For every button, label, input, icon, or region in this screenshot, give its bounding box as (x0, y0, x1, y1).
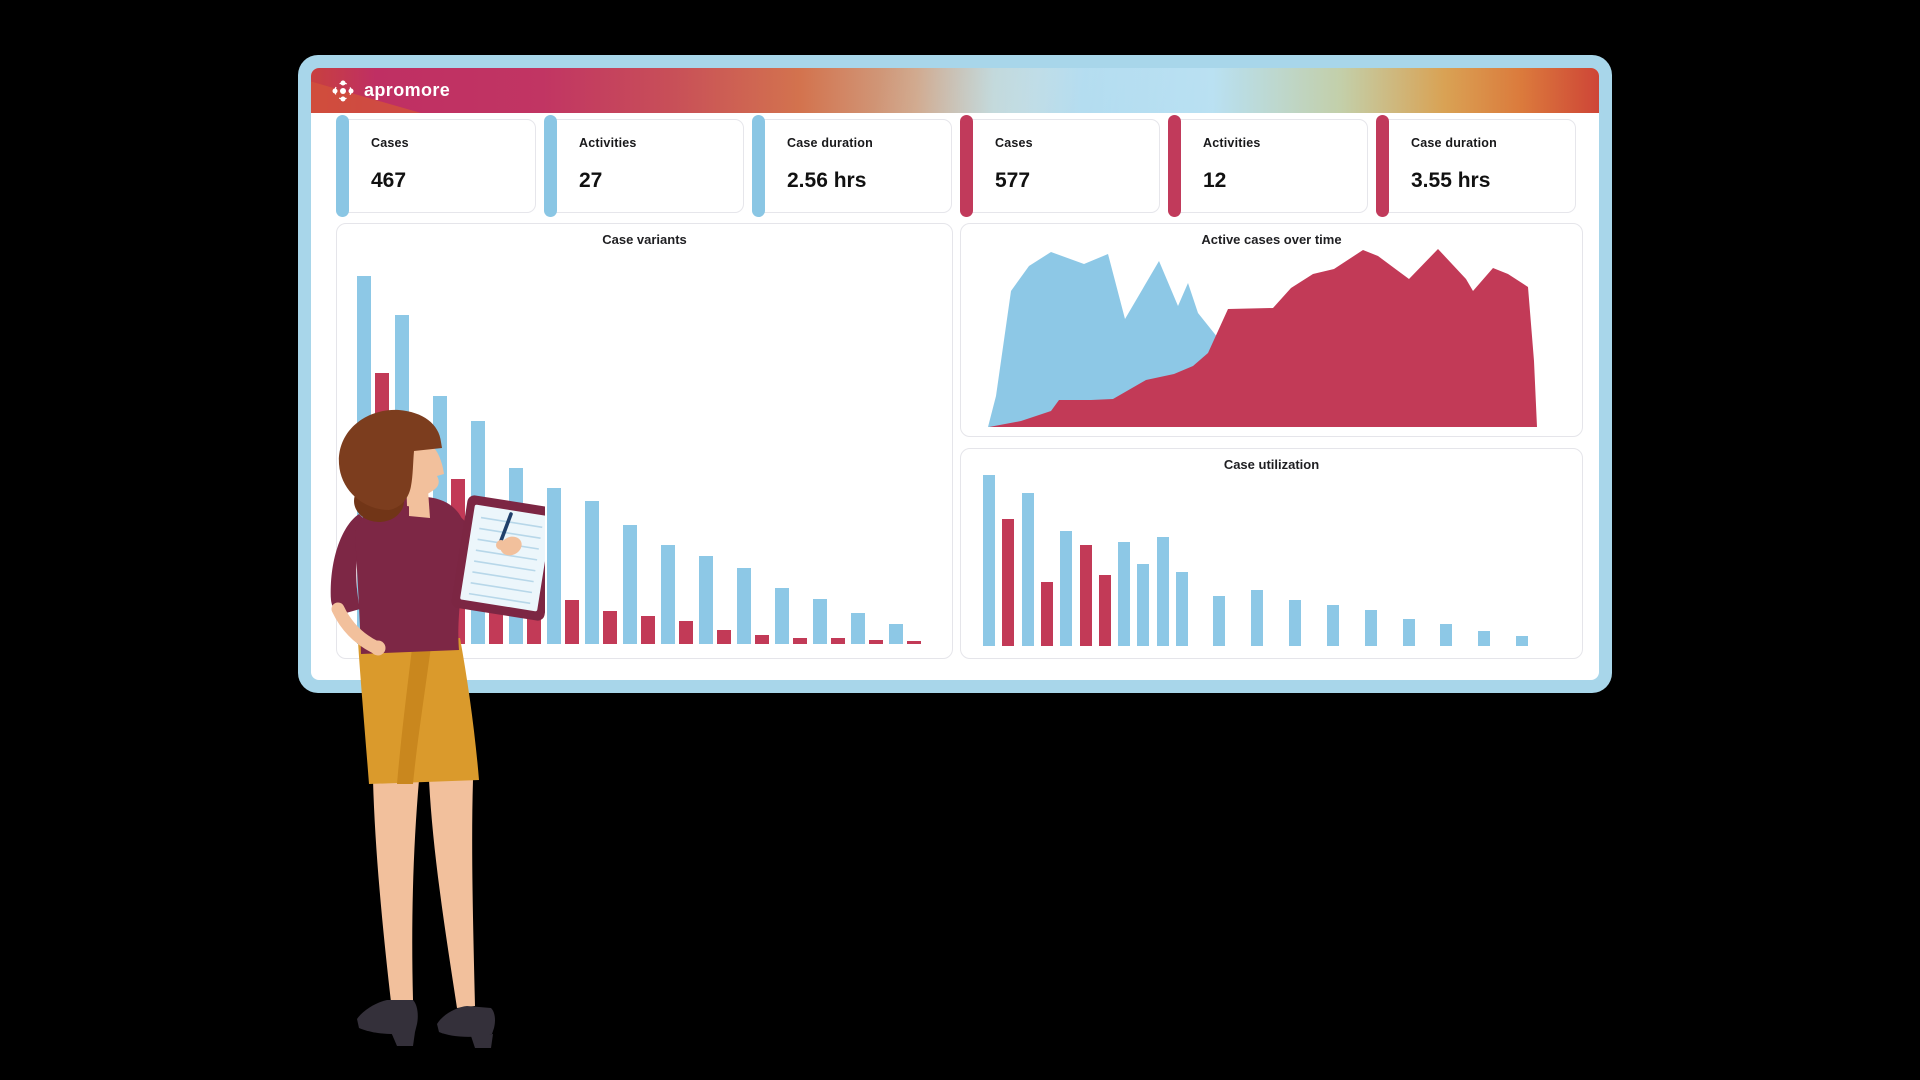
utilization-bar-blue (1364, 610, 1377, 646)
kpi-value: 12 (1203, 169, 1227, 192)
variant-bar-blue (889, 624, 903, 644)
active-cases-red-area (989, 249, 1537, 427)
variant-bar-red (603, 611, 617, 644)
kpi-value: 577 (995, 169, 1031, 192)
woman-right-hand (500, 536, 522, 556)
variant-bar-red (831, 638, 845, 644)
dashboard-surface: apromore Cases 467 Activities 27 Case durati… (311, 68, 1599, 680)
kpi-card-activities[interactable]: Activities 12 (1168, 115, 1368, 217)
right-column: Active cases over time Case utilization (960, 223, 1583, 659)
brand: apromore (311, 79, 450, 103)
kpi-value: 27 (579, 169, 603, 192)
utilization-bar-red (1098, 575, 1111, 646)
woman-right-thumb (496, 540, 506, 550)
variant-bar-red (679, 621, 693, 644)
woman-hair (338, 409, 442, 510)
kpi-card-cases[interactable]: Cases 577 (960, 115, 1160, 217)
utilization-bar-blue (1250, 590, 1263, 646)
variant-bar-blue (623, 525, 637, 644)
brand-name: apromore (364, 80, 451, 100)
kpi-accent-bar (960, 115, 973, 217)
utilization-bar-blue (983, 475, 995, 646)
kpi-card-activities[interactable]: Activities 27 (544, 115, 744, 217)
kpi-card-case-duration[interactable]: Case duration 2.56 hrs (752, 115, 952, 217)
woman-skirt-fold (397, 639, 432, 784)
kpi-value: 2.56 hrs (787, 169, 867, 192)
kpi-label: Case duration (787, 136, 873, 150)
variant-bar-blue (547, 488, 561, 644)
case-utilization-title: Case utilization (1223, 457, 1320, 472)
kpi-label: Activities (579, 136, 637, 150)
kpi-accent-bar (752, 115, 765, 217)
charts-grid: Case variants Active cases over time Cas… (336, 223, 1583, 659)
utilization-bar-blue (1478, 631, 1491, 646)
utilization-bar-blue (1156, 537, 1169, 646)
utilization-bar-blue (1021, 493, 1034, 646)
variant-bar-blue (813, 599, 827, 644)
kpi-accent-bar (544, 115, 557, 217)
variant-bar-red (565, 600, 579, 644)
variant-bar-red (869, 640, 883, 644)
clipboard (451, 495, 545, 621)
woman-face (405, 438, 444, 508)
kpi-label: Case duration (1411, 136, 1497, 150)
variant-bar-red (717, 630, 731, 644)
utilization-bar-blue (1440, 624, 1453, 646)
variant-bar-red (641, 616, 655, 644)
woman-torso (355, 497, 466, 654)
kpi-card-case-duration[interactable]: Case duration 3.55 hrs (1376, 115, 1576, 217)
utilization-bar-blue (1060, 531, 1073, 646)
woman-right-leg (429, 780, 475, 1008)
active-cases-title: Active cases over time (1201, 232, 1342, 247)
active-cases-area-chart (988, 249, 1537, 427)
panel-case-utilization[interactable]: Case utilization (960, 448, 1583, 659)
kpi-label: Cases (371, 136, 409, 150)
dashboard-window: apromore Cases 467 Activities 27 Case durati… (298, 55, 1612, 693)
woman-left-hand (370, 640, 386, 656)
variant-bar-blue (699, 556, 713, 644)
variant-bar-blue (661, 545, 675, 644)
case-utilization-bars (961, 474, 1582, 646)
kpi-accent-bar (1168, 115, 1181, 217)
kpi-row: Cases 467 Activities 27 Case duration 2.56 hr… (336, 115, 1576, 217)
apromore-logo-icon (332, 80, 354, 101)
utilization-bar-red (1002, 519, 1015, 646)
utilization-bar-blue (1288, 600, 1301, 646)
woman-left-leg (373, 780, 419, 1002)
variant-bar-blue (775, 588, 789, 644)
variant-bar-red (793, 638, 807, 644)
woman-shoes (357, 1000, 495, 1048)
app-header: apromore (311, 68, 1599, 113)
utilization-bar-blue (1326, 605, 1339, 646)
kpi-accent-bar (336, 115, 349, 217)
kpi-label: Cases (995, 136, 1033, 150)
kpi-accent-bar (1376, 115, 1389, 217)
variant-bar-blue (737, 568, 751, 644)
case-variants-title: Case variants (602, 232, 687, 247)
kpi-value: 467 (371, 169, 407, 192)
kpi-label: Activities (1203, 136, 1261, 150)
utilization-bar-blue (1402, 619, 1415, 646)
kpi-value: 3.55 hrs (1411, 169, 1491, 192)
variant-bar-blue (585, 501, 599, 644)
variant-bar-red (907, 641, 921, 644)
kpi-card-cases[interactable]: Cases 467 (336, 115, 536, 217)
woman-illustration (330, 409, 545, 1048)
utilization-bar-blue (1137, 564, 1150, 646)
panel-active-cases-over-time[interactable]: Active cases over time (960, 223, 1583, 437)
utilization-bar-blue (1176, 572, 1188, 646)
variant-bar-red (755, 635, 769, 644)
utilization-bar-red (1079, 545, 1092, 646)
variant-bar-blue (851, 613, 865, 644)
utilization-bar-red (1040, 582, 1053, 646)
utilization-bar-blue (1516, 636, 1529, 646)
utilization-bar-blue (1213, 596, 1225, 646)
utilization-bar-blue (1118, 542, 1131, 646)
